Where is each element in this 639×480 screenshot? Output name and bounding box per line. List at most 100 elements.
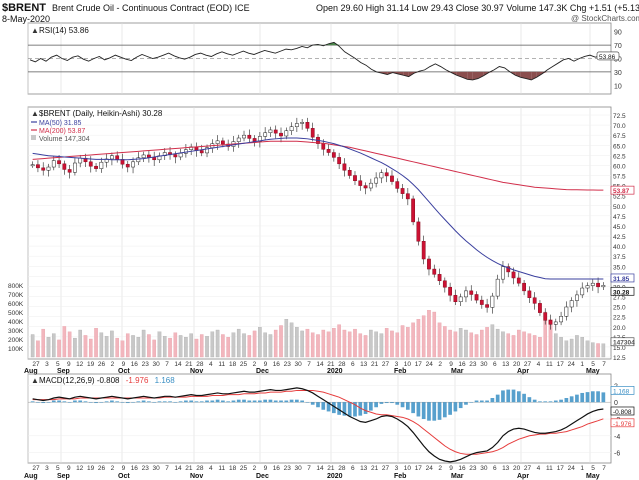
volume-bar xyxy=(194,338,199,358)
date-tick-label-lower: 30 xyxy=(295,465,303,472)
macd-histogram-bar xyxy=(57,400,61,403)
candle xyxy=(247,129,252,143)
macd-histogram-bar xyxy=(469,402,474,403)
candle xyxy=(220,137,225,148)
macd-histogram-bar xyxy=(575,394,579,403)
candle xyxy=(236,134,241,148)
macd-histogram-bar xyxy=(94,402,98,404)
volume-bar xyxy=(384,328,389,358)
macd-histogram-bar xyxy=(416,402,421,417)
macd-histogram-bar xyxy=(252,400,257,403)
rsi-legend-icon: ▲ xyxy=(31,26,39,35)
date-tick-label-lower: 16 xyxy=(458,465,466,472)
candle-body xyxy=(205,147,209,154)
macd-histogram-bar xyxy=(157,401,162,403)
candle-body xyxy=(252,138,257,142)
candle xyxy=(469,285,474,301)
candle-body xyxy=(353,175,357,182)
date-tick-label-upper: 2 xyxy=(253,361,257,368)
candle-body xyxy=(289,126,294,131)
macd-legend-icon: ▲ xyxy=(31,376,39,385)
candle xyxy=(205,144,209,158)
date-tick-label-lower: 3 xyxy=(395,465,399,472)
candle-body xyxy=(448,286,452,296)
date-tick-label-upper: 28 xyxy=(338,361,346,368)
macd-histogram-bar xyxy=(374,402,378,408)
price-tick-label: 60.0 xyxy=(613,163,626,170)
volume-value-tag-box xyxy=(610,337,635,347)
candle xyxy=(363,182,368,195)
volume-tick-label: 200K xyxy=(8,337,24,344)
macd-histogram-bar xyxy=(199,401,204,403)
macd-histogram-bar xyxy=(601,392,606,403)
macd-histogram-bar xyxy=(173,402,178,403)
candle-body xyxy=(564,306,569,317)
price-legend-title: $BRENT (Daily, Heikin-Ashi) 30.28 xyxy=(39,109,163,118)
candle xyxy=(506,263,511,278)
candle xyxy=(575,290,579,307)
date-tick-label-lower: 30 xyxy=(153,465,161,472)
candle-body xyxy=(596,282,600,288)
price-tick-label: 20.0 xyxy=(613,325,626,332)
macd-histogram-bar xyxy=(178,401,183,403)
volume-bar xyxy=(231,332,236,358)
month-label: Dec xyxy=(256,368,269,375)
date-tick-label-upper: 13 xyxy=(360,361,368,368)
candle xyxy=(131,157,135,174)
candle xyxy=(553,318,558,331)
volume-bar xyxy=(78,329,82,358)
candle xyxy=(411,195,416,226)
month-label: Aug xyxy=(24,368,38,375)
candle-body xyxy=(57,160,61,165)
volume-legend-swatch xyxy=(31,135,36,140)
volume-bar xyxy=(83,335,88,358)
candle-body xyxy=(326,149,331,153)
macd-histogram-bar xyxy=(258,400,262,403)
date-tick-label-upper: 24 xyxy=(426,361,434,368)
date-tick-label-upper: 5 xyxy=(591,361,595,368)
volume-bar xyxy=(279,325,283,358)
volume-bar xyxy=(310,332,315,358)
instrument-exchange: ICE xyxy=(234,3,250,13)
volume-tick-label: 400K xyxy=(8,319,24,326)
volume-bar xyxy=(527,333,532,358)
date-tick-label-lower: 17 xyxy=(557,465,565,472)
price-tick-label: 22.5 xyxy=(613,315,626,322)
rsi-oversold-fill xyxy=(531,71,537,80)
candle-body xyxy=(527,290,532,298)
date-tick-label-lower: 16 xyxy=(273,465,281,472)
candle xyxy=(99,157,104,173)
macd-legend: MACD(12,26,9) -0.808 -1.976 1.168 xyxy=(39,376,175,385)
volume-bar xyxy=(596,343,600,358)
low-value: 29.43 xyxy=(430,3,454,13)
ma50-value-tag: 31.85 xyxy=(610,273,635,283)
volume-bar xyxy=(268,334,273,358)
price-tick-label: 45.0 xyxy=(613,224,626,231)
volume-bar xyxy=(120,340,125,358)
macd-histogram-bar xyxy=(41,402,46,404)
macd-histogram-bar xyxy=(236,399,241,403)
macd-histogram-bar xyxy=(300,400,304,403)
date-tick-label-upper: 6 xyxy=(351,361,355,368)
date-tick-label-lower: 21 xyxy=(371,465,379,472)
macd-histogram-bar xyxy=(538,401,542,403)
macd-histogram-bar xyxy=(495,394,500,403)
candle-body xyxy=(51,160,56,168)
candle-body xyxy=(490,295,495,308)
open-value: 29.60 xyxy=(340,3,364,13)
date-tick-label-lower: 12 xyxy=(76,465,84,472)
date-tick-label-upper: 5 xyxy=(56,361,60,368)
macd-histogram-bar xyxy=(474,400,479,403)
candle-body xyxy=(506,266,511,273)
volume-bar xyxy=(247,335,252,358)
ma200-value-tag-text: 53.87 xyxy=(613,188,630,195)
date-tick-label-upper: 4 xyxy=(209,361,213,368)
volume-value: 147.3K xyxy=(538,3,568,13)
candle xyxy=(331,149,336,162)
close-value-tag-text: 30.28 xyxy=(613,289,630,296)
candle-body xyxy=(569,300,574,308)
month-label: Apr xyxy=(517,473,529,480)
rsi-oversold-fill xyxy=(472,71,478,80)
date-tick-label-upper: 7 xyxy=(602,361,606,368)
